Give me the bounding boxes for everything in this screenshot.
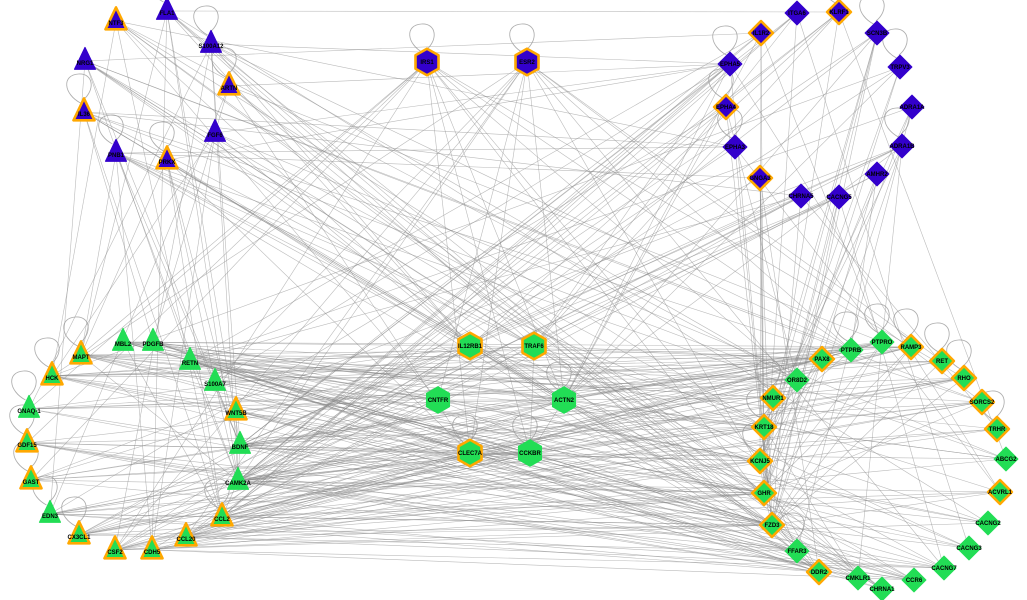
svg-text:CCL2: CCL2 [214,517,230,523]
svg-text:IRS1: IRS1 [420,60,434,66]
svg-text:PRKX: PRKX [159,160,176,166]
svg-text:KLRF1: KLRF1 [829,10,849,16]
svg-text:CACNG5: CACNG5 [826,195,852,201]
svg-text:PNB1: PNB1 [108,153,125,159]
svg-text:BDNF: BDNF [232,445,249,451]
svg-text:SCN3B: SCN3B [867,31,888,37]
svg-text:WNT5B: WNT5B [225,411,247,417]
svg-text:CAMK2A: CAMK2A [225,481,251,487]
svg-text:CACNG3: CACNG3 [956,546,982,552]
svg-text:PAX8: PAX8 [814,357,830,363]
svg-text:PTPRB: PTPRB [841,348,862,354]
svg-text:SORCS2: SORCS2 [970,400,995,406]
svg-text:PDGFB: PDGFB [143,342,165,348]
svg-text:PTPRO: PTPRO [872,340,893,346]
svg-text:IL12RB1: IL12RB1 [458,344,483,350]
svg-text:ACTN2: ACTN2 [554,398,575,404]
svg-text:CCL20: CCL20 [176,537,196,543]
svg-text:CSF2: CSF2 [107,550,123,556]
svg-text:ADRA1A: ADRA1A [899,105,925,111]
svg-text:RET: RET [936,359,948,365]
svg-text:CCKBR: CCKBR [519,451,541,457]
svg-text:FGF6: FGF6 [207,133,223,139]
svg-text:GHR: GHR [757,491,771,497]
svg-text:EDN3: EDN3 [42,514,59,520]
svg-text:RAMP3: RAMP3 [900,345,922,351]
svg-text:CHRNA5: CHRNA5 [788,194,814,200]
svg-text:S100A7: S100A7 [204,382,226,388]
svg-text:HCK: HCK [46,376,60,382]
svg-text:DDR2: DDR2 [811,570,828,576]
svg-text:S100A12: S100A12 [198,44,224,50]
svg-text:CNTFR: CNTFR [428,398,449,404]
svg-text:MAPT: MAPT [73,355,90,361]
svg-text:GNAQ-1: GNAQ-1 [17,409,41,415]
svg-text:CLEC7A: CLEC7A [458,451,483,457]
svg-text:GNGA3: GNGA3 [749,176,771,182]
svg-text:CACNG2: CACNG2 [975,521,1001,527]
svg-text:GAST: GAST [23,480,40,486]
svg-text:EPHA3: EPHA3 [725,145,746,151]
svg-text:CDH5: CDH5 [144,550,161,556]
svg-text:CACNG7: CACNG7 [931,566,957,572]
svg-text:FLA1: FLA1 [160,11,176,17]
svg-text:CHRNA1: CHRNA1 [869,587,895,593]
svg-text:EPHA5: EPHA5 [720,62,741,68]
svg-text:ARTN: ARTN [221,86,238,92]
svg-text:GDF15: GDF15 [17,443,37,449]
svg-text:EPHA4: EPHA4 [716,105,737,111]
svg-text:TRHR: TRHR [989,427,1006,433]
svg-text:RHO: RHO [957,376,971,382]
svg-text:CCR6: CCR6 [906,578,923,584]
svg-text:OR8D2: OR8D2 [787,378,808,384]
svg-text:KRT18: KRT18 [754,425,774,431]
svg-text:IL1R2: IL1R2 [753,31,770,37]
svg-text:NRG1: NRG1 [77,61,94,67]
svg-text:ITGA6: ITGA6 [788,11,806,17]
svg-text:ESR2: ESR2 [519,60,535,66]
svg-text:ACVRL1: ACVRL1 [988,490,1013,496]
svg-text:FFAR3: FFAR3 [787,549,807,555]
svg-text:TRAF6: TRAF6 [524,344,544,350]
svg-text:ABCG2: ABCG2 [995,457,1017,463]
svg-text:KCNJ5: KCNJ5 [750,459,770,465]
svg-text:NTF3: NTF3 [109,21,125,27]
svg-text:IL36: IL36 [78,112,91,118]
svg-text:CMKLR1: CMKLR1 [846,576,872,582]
svg-text:NMUR1: NMUR1 [762,396,784,402]
svg-text:AMHR2: AMHR2 [866,172,888,178]
svg-text:FZD3: FZD3 [765,523,781,529]
svg-text:TRPV3: TRPV3 [890,65,910,71]
svg-text:MBL2: MBL2 [115,342,132,348]
svg-text:RETN: RETN [182,361,198,367]
svg-text:CX3CL1: CX3CL1 [67,535,91,541]
svg-text:ADRA1B: ADRA1B [889,144,915,150]
